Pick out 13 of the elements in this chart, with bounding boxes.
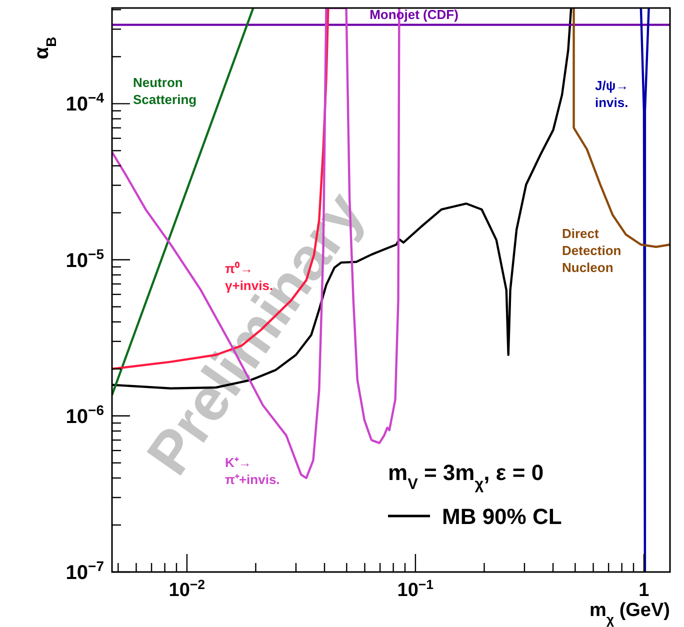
legend-label: MB 90% CL xyxy=(442,504,562,529)
x-tick-label: 10$^{−1}$ xyxy=(397,576,434,601)
y-tick-label: 10$^{−4}$ xyxy=(66,90,104,116)
x-tick-label: 10$^{−2}$ xyxy=(168,576,206,601)
x-axis-title: m$_{χ}$ (GeV) xyxy=(589,600,670,626)
y-tick-label: 10$^{−7}$ xyxy=(66,558,104,584)
y-tick-label: 10$^{−5}$ xyxy=(66,246,104,272)
series-label: J/ψ→ invis. xyxy=(595,78,629,110)
x-tick-label: 1 xyxy=(638,580,650,601)
legend-title: m$_{V}$ = 3m$_{χ}$, ε = 0 xyxy=(388,460,544,492)
series-label: Neutron Scattering xyxy=(133,75,197,107)
y-tick-label: 10$^{−6}$ xyxy=(66,402,104,428)
series-label: Direct Detection Nucleon xyxy=(562,226,622,275)
